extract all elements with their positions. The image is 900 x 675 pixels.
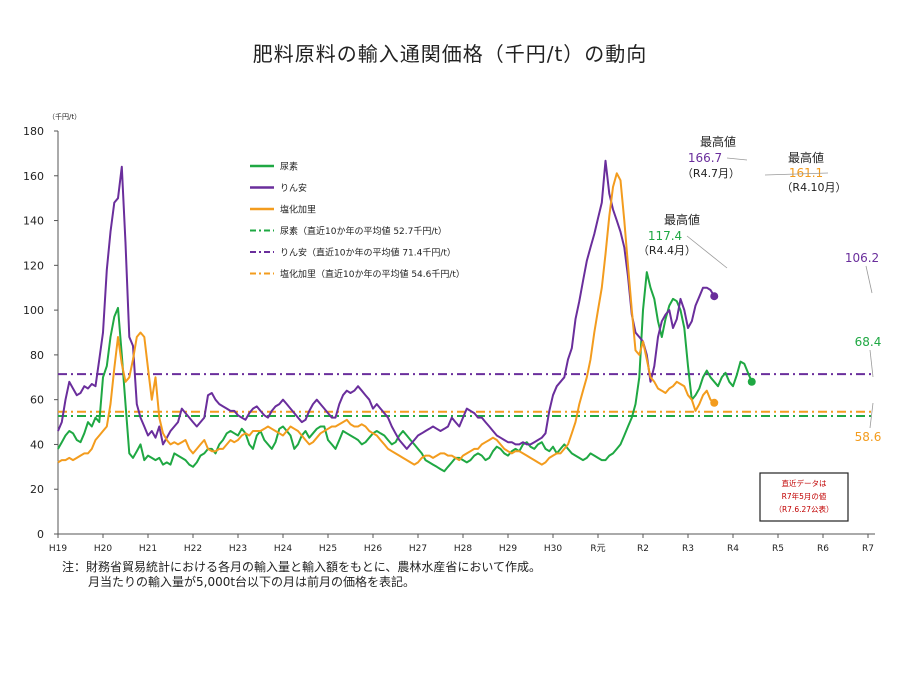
y-axis: （千円/t） 0 20 40 60 80 100 120 140 160 180 <box>23 112 81 541</box>
legend-label: 尿素 <box>280 161 298 173</box>
latest-leader <box>869 349 874 378</box>
peak-value: 117.4 <box>648 229 682 243</box>
legend-ref-label: 尿素（直近10か年の平均値 52.7千円/t） <box>280 225 447 237</box>
peak-leader <box>686 235 728 269</box>
x-tick-label: H26 <box>364 544 382 554</box>
x-tick-label: H20 <box>94 544 112 554</box>
chart-title: 肥料原料の輸入通関価格（千円/t）の動向 <box>252 42 648 66</box>
peak-leader <box>764 172 829 176</box>
notice-box-frame <box>759 472 849 522</box>
x-tick-label: H21 <box>139 544 157 554</box>
peak-label: 最高値 <box>664 212 700 227</box>
x-tick-label: H23 <box>229 544 247 554</box>
latest-value: 58.6 <box>855 430 882 444</box>
y-tick-label: 100 <box>23 304 44 317</box>
notice-box-line: （R7.6.27公表） <box>774 504 833 514</box>
peak-date: （R4.10月） <box>781 181 846 194</box>
x-tick-label: H24 <box>274 544 292 554</box>
legend-ref-label: 塩化加里（直近10か年の平均値 54.6千円/t） <box>280 268 465 280</box>
x-tick-label: R4 <box>727 544 739 554</box>
y-tick-label: 160 <box>23 170 44 183</box>
x-tick-label: R3 <box>682 544 694 554</box>
y-tick-label: 0 <box>37 528 44 541</box>
y-tick-label: 120 <box>23 259 44 272</box>
x-tick-label: H19 <box>49 544 67 554</box>
x-tick-label: H30 <box>544 544 562 554</box>
x-tick-label: R7 <box>862 544 874 554</box>
x-tick-label: H28 <box>454 544 472 554</box>
footnote: 注：財務省貿易統計における各月の輸入量と輸入額をもとに、農林水産省において作成。… <box>62 560 541 590</box>
peak-value: 161.1 <box>789 166 823 180</box>
y-tick-label: 140 <box>23 215 44 228</box>
x-tick-label: R6 <box>817 544 829 554</box>
footnote-line-1: 注：財務省貿易統計における各月の輸入量と輸入額をもとに、農林水産省において作成。 <box>62 560 542 574</box>
peak-label: 最高値 <box>788 150 824 165</box>
peak-date: （R4.7月） <box>682 167 740 180</box>
footnote-line-2: 月当たりの輸入量が5,000t台以下の月は前月の価格を表記。 <box>88 575 416 589</box>
series-line-2 <box>57 172 715 466</box>
peak-value: 166.7 <box>688 151 722 165</box>
series-endpoint-1 <box>710 292 719 301</box>
x-tick-label: H29 <box>499 544 517 554</box>
peak-date: （R4.4月） <box>638 244 696 257</box>
x-tick-label: H27 <box>409 544 427 554</box>
x-tick-label: R5 <box>772 544 784 554</box>
series-line-1 <box>57 159 716 450</box>
x-tick-label: H25 <box>319 544 337 554</box>
series-line-0 <box>57 271 753 473</box>
annotations: 最高値117.4（R4.4月）最高値166.7（R4.7月）最高値161.1（R… <box>638 134 881 444</box>
series-lines <box>57 159 756 473</box>
y-tick-label: 60 <box>30 394 44 407</box>
x-tick-label: H22 <box>184 544 202 554</box>
x-tick-label: R元 <box>590 544 605 554</box>
latest-leader <box>865 265 873 294</box>
reference-lines <box>58 373 875 418</box>
latest-value: 106.2 <box>845 251 879 265</box>
notice-box: 直近データは R7年5月の値 （R7.6.27公表） <box>759 472 849 522</box>
series-endpoint-2 <box>710 398 719 407</box>
legend-ref-label: りん安（直近10か年の平均値 71.4千円/t） <box>280 247 456 259</box>
peak-leader <box>726 157 748 161</box>
legend-label: りん安 <box>280 182 307 194</box>
notice-box-line: 直近データは <box>782 478 827 488</box>
y-tick-label: 40 <box>30 438 44 451</box>
y-axis-unit: （千円/t） <box>48 112 81 121</box>
y-tick-label: 80 <box>30 349 44 362</box>
series-endpoint-0 <box>747 377 756 386</box>
peak-label: 最高値 <box>700 134 736 149</box>
latest-value: 68.4 <box>855 335 882 349</box>
x-axis: H19 H20 H21 H22 H23 H24 H25 H26 H27 H28 H29 H30 R元 R2… <box>49 533 875 554</box>
y-tick-label: 180 <box>23 125 44 138</box>
notice-box-line: R7年5月の値 <box>782 491 827 501</box>
legend-label: 塩化加里 <box>280 204 316 216</box>
latest-leader <box>869 402 874 429</box>
y-tick-label: 20 <box>30 483 44 496</box>
x-tick-label: R2 <box>637 544 649 554</box>
